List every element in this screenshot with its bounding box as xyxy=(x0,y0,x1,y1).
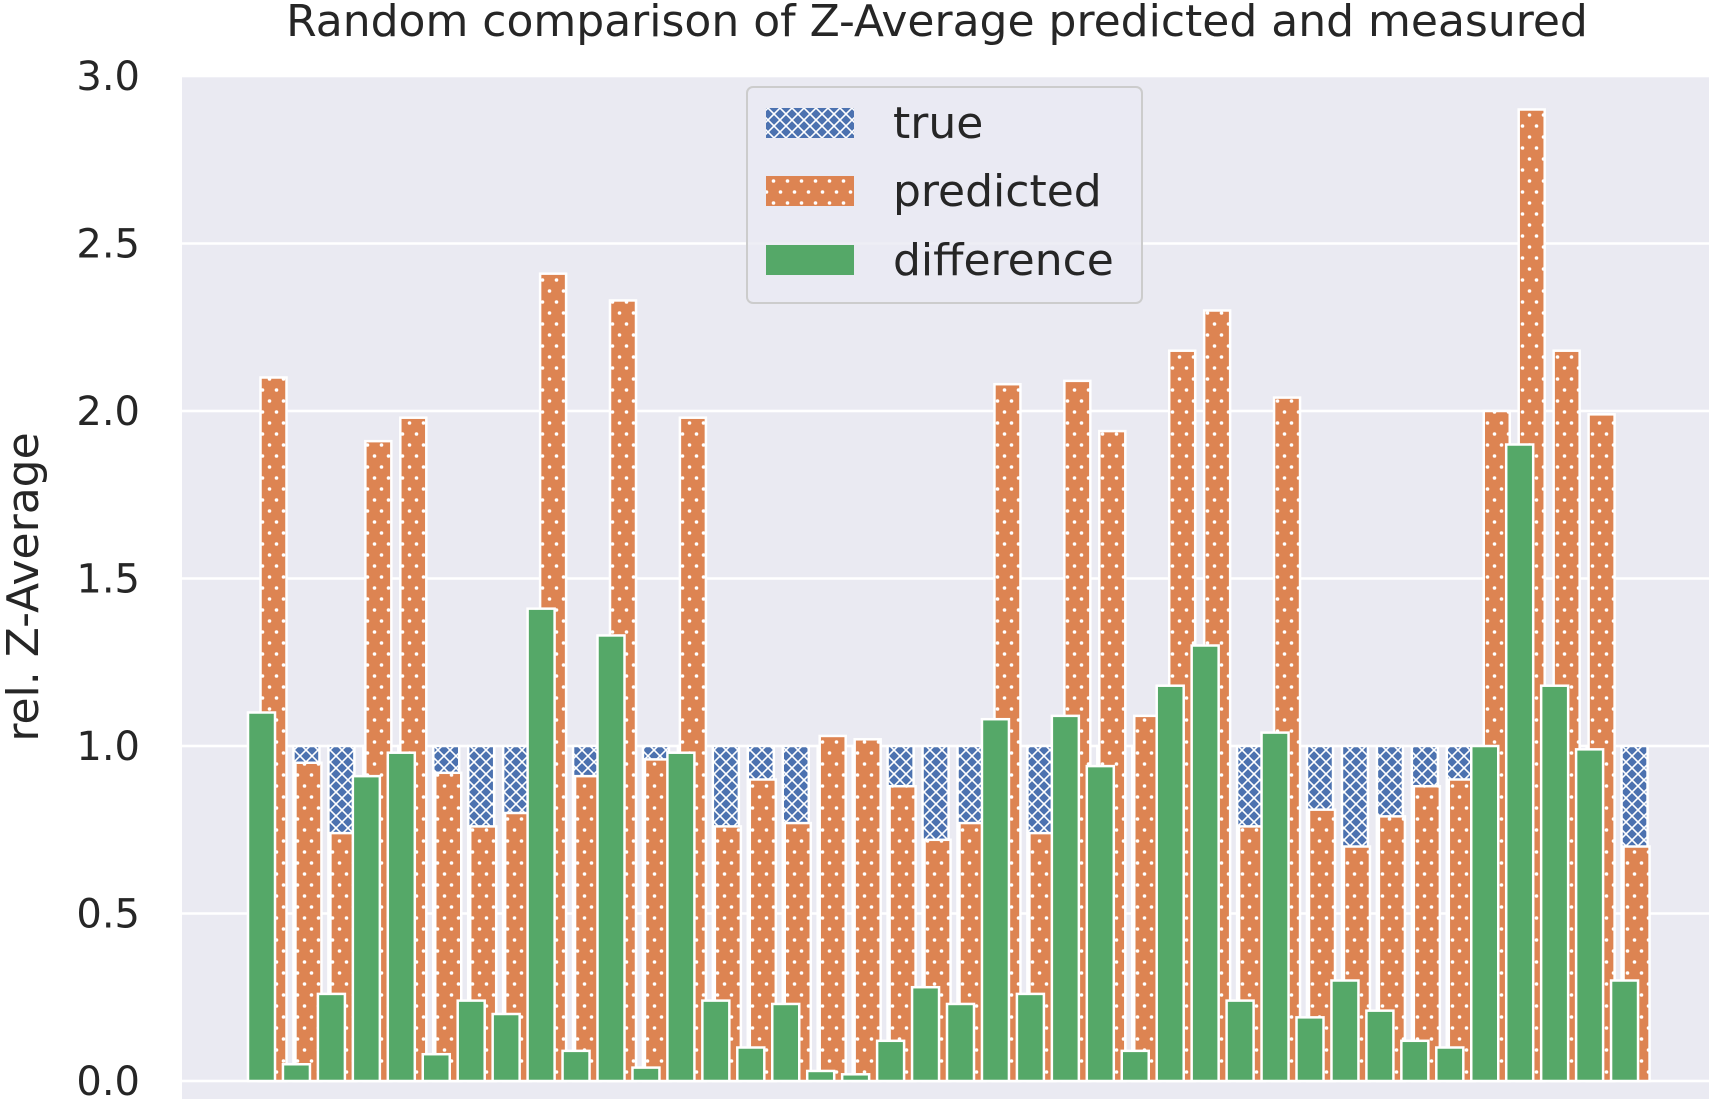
y-tick-label: 2.5 xyxy=(76,222,140,268)
y-tick-label: 1.5 xyxy=(76,557,140,603)
bar-difference xyxy=(1190,644,1220,1083)
bar-difference xyxy=(945,1002,976,1083)
bar-difference xyxy=(771,1002,801,1083)
bar-difference xyxy=(1435,1046,1465,1083)
bar-predicted xyxy=(1412,784,1442,1083)
y-tick-labels: 0.0 0.5 1.0 1.5 2.0 2.5 3.0 xyxy=(76,54,140,1099)
bar-difference xyxy=(1295,1016,1325,1083)
bar-difference xyxy=(491,1012,521,1083)
bar-difference xyxy=(421,1052,451,1083)
y-tick-label: 1.0 xyxy=(76,724,140,770)
y-tick-label: 3.0 xyxy=(76,54,140,100)
bar-difference xyxy=(1365,1009,1395,1083)
y-tick-label: 0.5 xyxy=(76,892,140,938)
bar-difference xyxy=(596,634,626,1083)
bar-difference xyxy=(1085,764,1116,1083)
legend-swatch-difference xyxy=(766,245,854,275)
y-tick-label: 0.0 xyxy=(76,1059,140,1099)
bar-difference xyxy=(631,1066,661,1083)
bar-difference xyxy=(701,999,731,1083)
bar-difference xyxy=(840,1073,871,1083)
bar-difference xyxy=(1609,979,1640,1083)
bar-difference xyxy=(1400,1039,1430,1083)
bar-difference xyxy=(875,1039,906,1083)
bar-difference xyxy=(1120,1049,1150,1083)
bars xyxy=(246,108,1651,1083)
bar-difference xyxy=(666,751,696,1083)
chart-title: Random comparison of Z-Average predicted… xyxy=(286,0,1588,47)
bar-difference xyxy=(910,985,941,1083)
bar-difference xyxy=(316,992,347,1083)
bar-difference xyxy=(456,999,486,1083)
bar-predicted xyxy=(853,738,882,1083)
bar-difference xyxy=(1539,684,1570,1083)
bar-predicted xyxy=(818,734,847,1083)
bar-predicted xyxy=(1098,429,1127,1083)
bar-difference xyxy=(805,1069,836,1083)
bar-difference xyxy=(1330,979,1360,1083)
bar-difference xyxy=(1574,748,1605,1083)
bar-difference xyxy=(1050,714,1081,1083)
bar-difference xyxy=(736,1046,766,1083)
bar-difference xyxy=(281,1063,312,1083)
legend: true predicted difference xyxy=(746,86,1143,304)
y-tick-label: 2.0 xyxy=(76,389,140,435)
bar-difference xyxy=(1470,744,1500,1083)
bar-difference xyxy=(1260,731,1290,1083)
bar-difference xyxy=(351,774,382,1083)
bar-difference xyxy=(561,1049,591,1083)
bar-difference xyxy=(1015,992,1046,1083)
bar-difference xyxy=(246,711,277,1083)
legend-label-difference: difference xyxy=(893,235,1114,286)
legend-swatch-true xyxy=(766,108,854,138)
bar-difference xyxy=(1504,443,1535,1083)
y-axis-label: rel. Z-Average xyxy=(0,432,49,741)
bar-difference xyxy=(1225,999,1255,1083)
bar-difference xyxy=(386,751,417,1083)
bar-difference xyxy=(1155,684,1185,1083)
legend-label-true: true xyxy=(893,98,983,149)
bar-difference xyxy=(526,607,556,1083)
legend-swatch-predicted xyxy=(766,176,854,206)
legend-label-predicted: predicted xyxy=(893,166,1102,217)
bar-difference xyxy=(980,717,1011,1083)
